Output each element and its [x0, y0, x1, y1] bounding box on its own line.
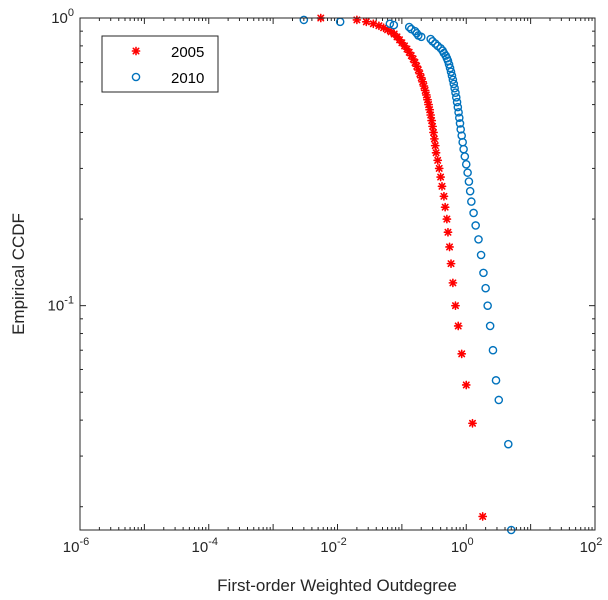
data-point-2010 — [448, 75, 458, 85]
data-point-2010 — [299, 15, 309, 25]
legend-marker-2010 — [131, 72, 141, 82]
data-point-2010 — [463, 168, 472, 177]
data-point-2010 — [446, 67, 456, 77]
data-point-2005 — [425, 105, 435, 115]
legend-box — [101, 35, 219, 93]
data-point-2010 — [430, 39, 440, 48]
data-point-2010 — [465, 186, 475, 196]
data-point-2010 — [461, 160, 471, 169]
data-point-2010 — [451, 88, 460, 97]
data-point-2005 — [429, 134, 439, 144]
data-point-2010 — [491, 376, 501, 385]
data-point-2010 — [454, 108, 463, 117]
data-point-2005 — [433, 155, 443, 165]
data-point-2005 — [440, 202, 450, 212]
data-point-2005 — [426, 110, 436, 120]
data-point-2005 — [437, 181, 447, 191]
data-point-2005 — [352, 15, 362, 25]
data-point-2005 — [439, 191, 449, 201]
data-point-2010 — [469, 208, 478, 218]
legend-label-2010: 2010 — [171, 70, 204, 87]
x-tick-label: 102 — [580, 536, 603, 556]
x-axis-label: First-order Weighted Outdegree — [217, 576, 457, 595]
data-point-2010 — [504, 439, 513, 449]
data-point-2010 — [479, 268, 488, 278]
plot-frame — [79, 17, 596, 531]
data-point-2010 — [450, 83, 459, 93]
x-tick-label: 10-6 — [63, 536, 89, 556]
data-point-2010 — [455, 113, 464, 123]
data-point-2005 — [430, 141, 440, 151]
data-point-2010 — [444, 60, 454, 69]
data-point-2010 — [452, 97, 462, 107]
data-point-2005 — [361, 17, 371, 27]
data-point-2005 — [478, 512, 488, 521]
plot-background — [80, 18, 595, 530]
x-tick-label: 100 — [451, 536, 474, 556]
data-point-2010 — [483, 301, 492, 310]
data-point-2010 — [453, 102, 463, 112]
data-point-2010 — [481, 283, 490, 293]
data-point-2005 — [442, 214, 452, 224]
data-point-2010 — [449, 79, 459, 89]
data-point-2005 — [428, 121, 437, 131]
data-point-2005 — [457, 349, 467, 359]
data-point-2010 — [428, 36, 437, 46]
data-point-2010 — [447, 71, 457, 81]
data-point-2010 — [456, 125, 466, 134]
data-point-2005 — [468, 418, 477, 428]
legend: 2005 2010 — [101, 35, 219, 93]
data-point-2005 — [427, 116, 437, 125]
legend-label-2005: 2005 — [171, 44, 204, 61]
data-point-2010 — [445, 63, 455, 73]
data-point-2010 — [426, 34, 435, 44]
series-2005 — [316, 13, 488, 521]
data-point-2010 — [460, 152, 470, 161]
legend-marker-2005-glyph — [131, 46, 141, 56]
data-point-2005 — [453, 321, 463, 331]
data-point-2010 — [404, 22, 414, 32]
data-point-2005 — [434, 164, 444, 173]
data-point-2010 — [485, 321, 495, 331]
y-axis-label: Empirical CCDF — [9, 213, 28, 335]
x-tick-label: 10-4 — [192, 536, 218, 556]
data-point-2005 — [436, 172, 446, 182]
data-point-2010 — [476, 250, 486, 260]
data-point-2010 — [385, 19, 395, 29]
data-series — [299, 13, 516, 535]
legend-marker-2005 — [131, 46, 141, 56]
data-point-2005 — [451, 301, 460, 311]
data-point-2010 — [451, 93, 461, 102]
data-point-2005 — [431, 148, 441, 158]
data-point-2010 — [455, 119, 465, 128]
data-point-2010 — [494, 395, 504, 405]
data-point-2005 — [445, 242, 454, 252]
axis-ticks: 10-6 10-4 10-2 100 102 10-1 100 — [48, 7, 603, 556]
data-point-2010 — [488, 345, 498, 355]
legend-marker-2010-glyph — [131, 72, 141, 82]
data-point-2010 — [474, 235, 483, 244]
data-point-2010 — [389, 20, 399, 30]
data-point-2010 — [467, 197, 476, 206]
data-point-2005 — [448, 278, 458, 288]
data-point-2010 — [464, 177, 474, 186]
y-tick-label: 10-1 — [48, 295, 74, 315]
data-point-2010 — [471, 221, 480, 230]
x-tick-label: 10-2 — [320, 536, 346, 556]
data-point-2005 — [461, 380, 471, 390]
y-tick-label: 100 — [51, 7, 74, 27]
series-2010 — [299, 15, 516, 535]
data-point-2010 — [416, 32, 426, 42]
data-point-2005 — [429, 128, 438, 137]
data-point-2005 — [446, 259, 456, 269]
data-point-2005 — [443, 227, 453, 237]
